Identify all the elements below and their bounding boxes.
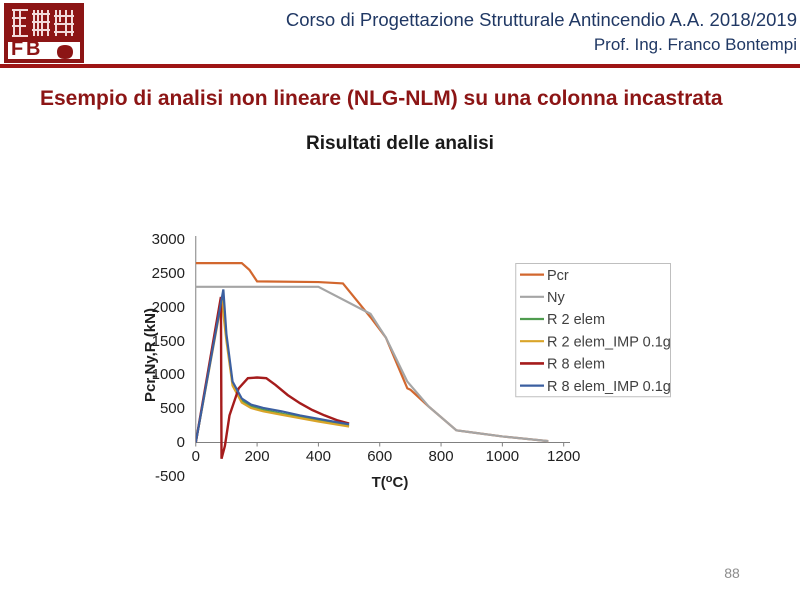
svg-text:2500: 2500	[152, 265, 185, 282]
svg-text:1200: 1200	[547, 448, 580, 465]
svg-text:800: 800	[429, 448, 454, 465]
svg-text:400: 400	[306, 448, 331, 465]
svg-text:R 2 elem: R 2 elem	[547, 312, 605, 328]
svg-text:T(oC): T(oC)	[372, 473, 409, 491]
svg-text:1000: 1000	[486, 448, 519, 465]
svg-text:600: 600	[367, 448, 392, 465]
svg-text:0: 0	[192, 448, 200, 465]
svg-text:R 2 elem_IMP 0.1g: R 2 elem_IMP 0.1g	[547, 334, 671, 350]
svg-text:Pcr: Pcr	[547, 268, 569, 284]
svg-text:Pcr,Ny,R (kN): Pcr,Ny,R (kN)	[142, 308, 159, 402]
svg-text:R 8 elem: R 8 elem	[547, 357, 605, 373]
svg-text:Ny: Ny	[547, 290, 565, 306]
svg-text:-500: -500	[155, 468, 185, 485]
svg-text:0: 0	[177, 434, 185, 451]
svg-text:500: 500	[160, 400, 185, 417]
svg-text:3000: 3000	[152, 231, 185, 248]
svg-text:200: 200	[245, 448, 270, 465]
svg-text:R 8 elem_IMP 0.1g: R 8 elem_IMP 0.1g	[547, 379, 671, 395]
